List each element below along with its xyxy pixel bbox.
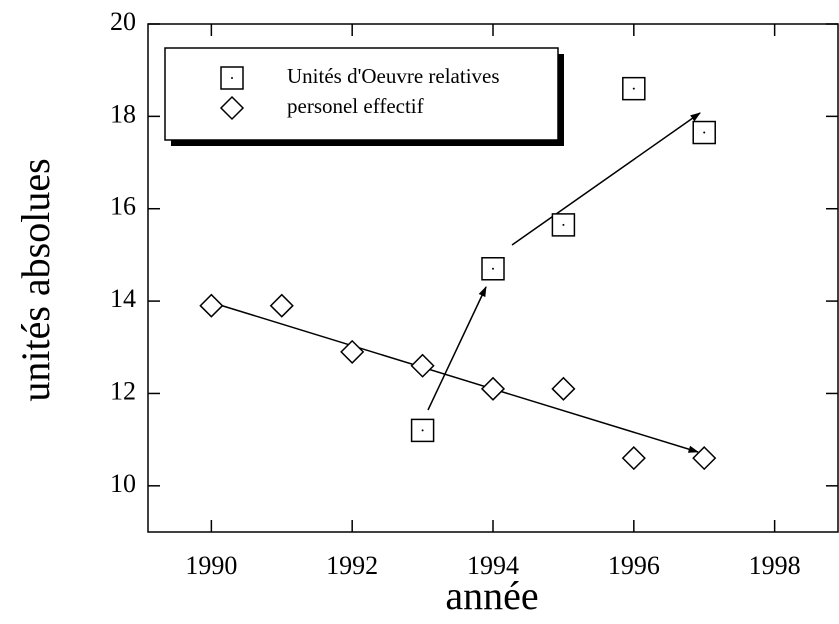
y-tick-label: 12 [110,376,136,405]
diamond-marker [269,293,294,318]
x-axis-label: année [445,573,538,618]
square-dot [632,87,635,90]
diamond-marker [621,446,646,471]
diamond-marker [410,353,435,378]
square-dot [231,77,233,79]
diamond-marker [219,95,245,121]
y-tick-label: 18 [110,99,136,128]
legend-box [164,47,559,141]
y-tick-label: 14 [110,284,136,313]
legend-label: personel effectif [287,94,424,118]
y-tick-label: 20 [110,7,136,36]
x-tick-label: 1994 [467,551,519,580]
square-dot [421,429,424,432]
x-tick-label: 1996 [608,551,660,580]
diamond-marker [692,446,717,471]
square-marker [220,66,244,90]
diamond-marker [340,339,365,364]
square-marker [481,257,505,281]
square-marker [622,76,646,101]
legend-label: Unités d'Oeuvre relatives [287,64,500,88]
y-axis-label: unités absolues [13,158,58,401]
square-dot [562,223,565,226]
square-marker [692,120,716,145]
trend-arrow [427,286,487,411]
diamond-marker [551,376,576,401]
y-tick-label: 10 [110,469,136,498]
trend-arrow [209,301,700,453]
y-tick-label: 16 [110,192,136,221]
diamond-marker [480,376,506,401]
square-dot [492,267,494,270]
square-marker [410,418,435,443]
square-dot [703,131,706,134]
x-tick-label: 1990 [185,551,237,580]
trend-arrow [511,112,701,246]
x-tick-label: 1998 [749,551,801,580]
x-tick-label: 1992 [326,551,378,580]
diamond-marker [199,293,224,318]
square-marker [551,213,576,237]
